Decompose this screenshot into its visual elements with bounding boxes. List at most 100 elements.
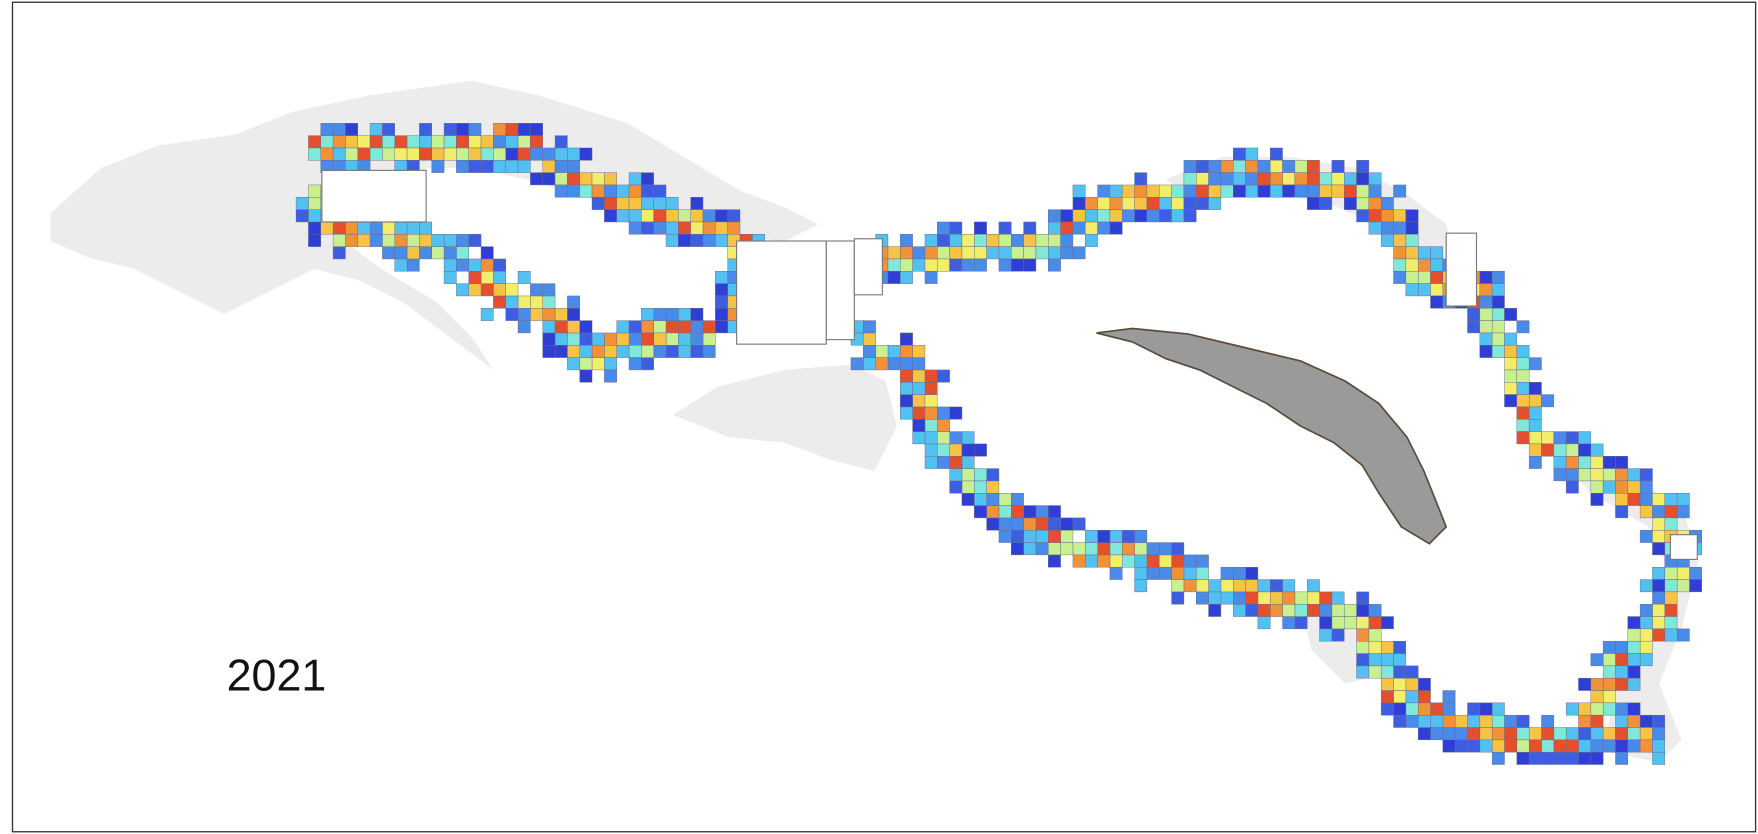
grid-cell: [1603, 740, 1615, 752]
grid-cell: [715, 234, 727, 246]
grid-cell: [1492, 284, 1504, 296]
grid-cell: [518, 136, 530, 148]
grid-cell: [1406, 678, 1418, 690]
grid-cell: [987, 469, 999, 481]
grid-cell: [1566, 469, 1578, 481]
grid-cell: [950, 469, 962, 481]
grid-cell: [493, 271, 505, 283]
grid-cell: [1554, 444, 1566, 456]
grid-cell: [1566, 740, 1578, 752]
grid-cell: [1591, 469, 1603, 481]
grid-cell: [1394, 259, 1406, 271]
grid-cell: [345, 148, 357, 160]
grid-cell: [1394, 703, 1406, 715]
grid-cell: [1517, 382, 1529, 394]
grid-cell: [1517, 419, 1529, 431]
grid-cell: [900, 395, 912, 407]
grid-cell: [1110, 185, 1122, 197]
grid-cell: [604, 345, 616, 357]
grid-cell: [1566, 432, 1578, 444]
grid-cell: [604, 185, 616, 197]
grid-cell: [1196, 160, 1208, 172]
grid-cell: [888, 259, 900, 271]
grid-cell: [493, 148, 505, 160]
grid-cell: [1295, 185, 1307, 197]
grid-cell: [678, 222, 690, 234]
grid-cell: [1603, 678, 1615, 690]
grid-cell: [1073, 197, 1085, 209]
grid-cell: [1603, 469, 1615, 481]
grid-cell: [950, 259, 962, 271]
grid-cell: [1307, 185, 1319, 197]
grid-cell: [617, 185, 629, 197]
grid-cell: [382, 247, 394, 259]
grid-cell: [1184, 567, 1196, 579]
grid-cell: [419, 222, 431, 234]
grid-cell: [1591, 678, 1603, 690]
grid-cell: [604, 333, 616, 345]
grid-cell: [1652, 592, 1664, 604]
grid-cell: [1517, 407, 1529, 419]
grid-cell: [1159, 197, 1171, 209]
grid-cell: [629, 358, 641, 370]
grid-cell: [1689, 567, 1701, 579]
grid-cell: [1196, 197, 1208, 209]
grid-cell: [678, 333, 690, 345]
grid-cell: [962, 444, 974, 456]
grid-cell: [654, 185, 666, 197]
grid-cell: [1135, 543, 1147, 555]
grid-cell: [974, 247, 986, 259]
grid-cell: [530, 296, 542, 308]
grid-cell: [1085, 530, 1097, 542]
grid-cell: [925, 382, 937, 394]
grid-cell: [407, 148, 419, 160]
grid-cell: [1394, 715, 1406, 727]
grid-cell: [506, 308, 518, 320]
grid-cell: [1085, 222, 1097, 234]
grid-cell: [1418, 247, 1430, 259]
grid-cell: [580, 321, 592, 333]
grid-cell: [1578, 740, 1590, 752]
grid-cell: [1073, 222, 1085, 234]
grid-cell: [641, 222, 653, 234]
grid-cell: [1431, 271, 1443, 283]
grid-cell: [715, 296, 727, 308]
grid-cell: [1357, 173, 1369, 185]
grid-cell: [1615, 481, 1627, 493]
grid-cell: [1320, 604, 1332, 616]
grid-cell: [1665, 592, 1677, 604]
grid-cell: [1061, 222, 1073, 234]
grid-cell: [1505, 333, 1517, 345]
grid-cell: [1307, 173, 1319, 185]
grid-cell: [925, 395, 937, 407]
grid-cell: [493, 136, 505, 148]
grid-cell: [617, 333, 629, 345]
grid-cell: [1431, 703, 1443, 715]
grid-cell: [1147, 197, 1159, 209]
grid-cell: [1233, 567, 1245, 579]
grid-cell: [999, 259, 1011, 271]
grid-cell: [1677, 493, 1689, 505]
grid-cell: [1591, 691, 1603, 703]
grid-cell: [1011, 543, 1023, 555]
grid-cell: [900, 407, 912, 419]
grid-cell: [1480, 321, 1492, 333]
grid-cell: [456, 160, 468, 172]
grid-cell: [1073, 555, 1085, 567]
grid-cell: [308, 136, 320, 148]
grid-cell: [691, 234, 703, 246]
grid-cell: [1381, 703, 1393, 715]
grid-cell: [1640, 629, 1652, 641]
grid-cell: [1418, 271, 1430, 283]
grid-cell: [1024, 222, 1036, 234]
grid-cell: [333, 222, 345, 234]
grid-cell: [518, 148, 530, 160]
grid-cell: [925, 419, 937, 431]
grid-cell: [1628, 703, 1640, 715]
grid-cell: [1135, 580, 1147, 592]
grid-cell: [1073, 210, 1085, 222]
grid-cell: [308, 185, 320, 197]
grid-cell: [1332, 173, 1344, 185]
grid-cell: [1640, 469, 1652, 481]
grid-cell: [1640, 617, 1652, 629]
